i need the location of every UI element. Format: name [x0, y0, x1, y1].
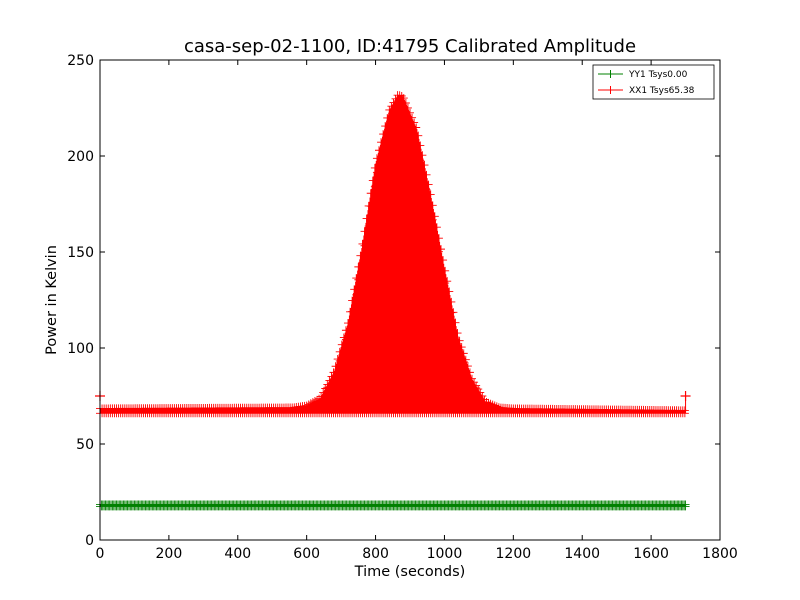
- x-tick-label: 1400: [564, 546, 600, 562]
- y-tick-label: 150: [67, 245, 94, 261]
- x-tick-label: 1000: [427, 546, 463, 562]
- x-tick-label: 200: [156, 546, 183, 562]
- legend-label-yy1: YY1 Tsys0.00: [628, 70, 688, 80]
- y-tick-label: 50: [76, 437, 94, 453]
- legend-box: [592, 64, 715, 100]
- x-tick-label: 400: [224, 546, 251, 562]
- legend: YY1 Tsys0.00 XX1 Tsys65.38: [592, 64, 715, 100]
- x-tick-label: 800: [362, 546, 389, 562]
- y-axis-title: Power in Kelvin: [44, 245, 60, 355]
- y-tick-label: 0: [85, 533, 94, 549]
- x-tick-label: 600: [293, 546, 320, 562]
- x-tick-label: 0: [96, 546, 105, 562]
- x-axis-title: Time (seconds): [354, 564, 466, 580]
- y-tick-label: 100: [67, 341, 94, 357]
- x-tick-label: 1200: [496, 546, 532, 562]
- plot-frame: [99, 59, 721, 541]
- y-tick-label: 200: [67, 149, 94, 165]
- legend-label-xx1: XX1 Tsys65.38: [629, 86, 695, 96]
- x-tick-label: 1600: [633, 546, 669, 562]
- y-tick-label: 250: [67, 53, 94, 69]
- axis-ticks: 0 200 400 600 800 1000 1200 1400 1600 1800 0 50 100 1…: [67, 53, 738, 562]
- chart-title: casa-sep-02-1100, ID:41795 Calibrated Am…: [184, 36, 636, 57]
- x-tick-label: 1800: [702, 546, 738, 562]
